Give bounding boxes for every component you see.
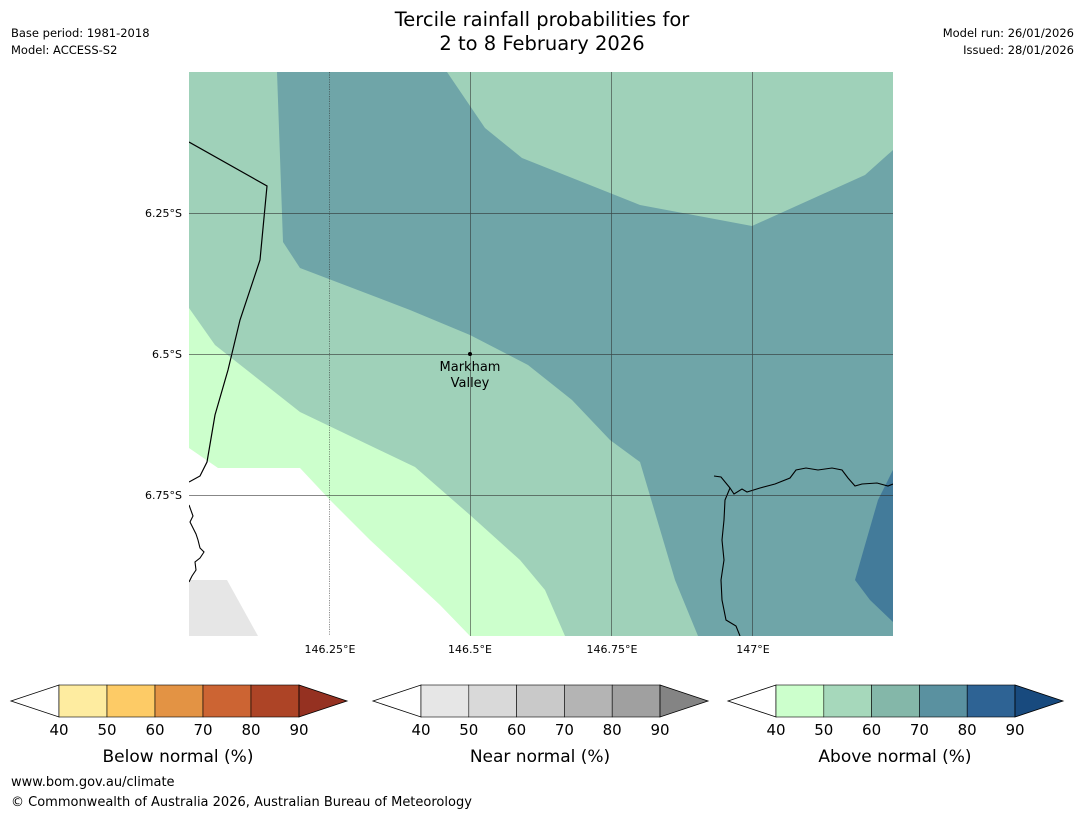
colorbar-extend-high: [298, 684, 349, 718]
colorbar-segment: [611, 684, 661, 718]
colorbar-tick-label: 50: [459, 721, 478, 739]
colorbar-segment: [468, 684, 517, 718]
border-line: [189, 141, 268, 483]
colorbar-segment: [919, 684, 968, 718]
region-no-signal: [189, 448, 470, 636]
lon-label: 146.25°E: [305, 643, 356, 656]
colorbar-above-normal: Above normal (%) 40 50 60 70 80 90: [726, 684, 1065, 767]
colorbar-segment: [58, 684, 108, 718]
place-marker: [468, 352, 472, 356]
colorbar-tick-label: 70: [910, 721, 929, 739]
colorbar-extend-high: [659, 684, 710, 718]
colorbar-tick-label: 60: [145, 721, 164, 739]
colorbar-tick-label: 50: [97, 721, 116, 739]
model-text: Model: ACCESS-S2: [11, 43, 118, 57]
lat-label: 6.5°S: [152, 348, 182, 361]
colorbar-tick-label: 70: [193, 721, 212, 739]
colorbar-segment: [775, 684, 825, 718]
colorbar-below-normal: Below normal (%) 40 50 60 70 80 90: [9, 684, 349, 767]
gridlines: [189, 72, 893, 636]
colorbar-segment: [154, 684, 204, 718]
colorbar-segment: [202, 684, 252, 718]
colorbar-tick-label: 90: [650, 721, 669, 739]
colorbar-segment: [564, 684, 613, 718]
colorbar-tick-label: 80: [603, 721, 622, 739]
base-period-text: Base period: 1981-2018: [11, 26, 150, 40]
colorbar-tick-label: 90: [289, 721, 308, 739]
colorbar-extend-low: [9, 684, 60, 718]
colorbar-tick-label: 60: [507, 721, 526, 739]
colorbar-segment: [966, 684, 1016, 718]
page-title: Tercile rainfall probabilities for 2 to …: [242, 8, 842, 56]
colorbar-tick-label: 80: [958, 721, 977, 739]
footer-url: www.bom.gov.au/climate: [11, 775, 175, 790]
lat-label: 6.25°S: [145, 207, 182, 220]
colorbar-extend-low: [726, 684, 777, 718]
colorbar-extend-high: [1014, 684, 1065, 718]
region-near-normal-40: [189, 580, 258, 636]
colorbar-segment: [516, 684, 565, 718]
title-line-1: Tercile rainfall probabilities for: [394, 8, 690, 31]
coastline-east: [713, 467, 893, 495]
colorbar-tick-label: 50: [814, 721, 833, 739]
model-run-text: Model run: 26/01/2026: [942, 26, 1074, 40]
place-label-line-1: Markham: [440, 360, 501, 375]
colorbar-title: Above normal (%): [818, 747, 971, 767]
colorbar-tick-label: 70: [555, 721, 574, 739]
colorbar-legends: Below normal (%) 40 50 60 70 80 90 Near norma…: [9, 684, 1065, 767]
colorbar-tick-label: 40: [766, 721, 785, 739]
colorbar-tick-label: 80: [241, 721, 260, 739]
colorbar-segment: [420, 684, 470, 718]
lon-label: 147°E: [736, 643, 769, 656]
colorbar-segment: [106, 684, 156, 718]
colorbar-tick-label: 40: [49, 721, 68, 739]
coastline-river: [720, 487, 741, 636]
lon-label: 146.75°E: [587, 643, 638, 656]
colorbar-title: Near normal (%): [470, 747, 610, 767]
colorbar-title: Below normal (%): [103, 747, 254, 767]
colorbar-tick-label: 90: [1005, 721, 1024, 739]
colorbar-near-normal: Near normal (%) 40 50 60 70 80 90: [371, 684, 710, 767]
lat-label: 6.75°S: [145, 489, 182, 502]
colorbar-tick-label: 60: [862, 721, 881, 739]
issued-text: Issued: 28/01/2026: [963, 43, 1074, 57]
lon-label: 146.5°E: [448, 643, 492, 656]
colorbar-segment: [250, 684, 300, 718]
title-line-2: 2 to 8 February 2026: [439, 32, 645, 55]
region-above-70: [855, 470, 893, 622]
colorbar-segment: [823, 684, 872, 718]
colorbar-segment: [871, 684, 920, 718]
header-metadata-right: Model run: 26/01/2026 Issued: 28/01/2026: [943, 25, 1074, 59]
coastline-west: [189, 504, 205, 583]
colorbar-tick-label: 40: [411, 721, 430, 739]
colorbar-extend-low: [371, 684, 422, 718]
footer-copyright: © Commonwealth of Australia 2026, Austra…: [11, 795, 472, 810]
header-metadata-left: Base period: 1981-2018 Model: ACCESS-S2: [11, 25, 150, 59]
probability-map: Markham Valley 6.25°S 6.5°S 6.75°S 146.2…: [145, 72, 893, 656]
place-label-line-2: Valley: [451, 376, 490, 391]
region-above-60: [277, 72, 893, 636]
